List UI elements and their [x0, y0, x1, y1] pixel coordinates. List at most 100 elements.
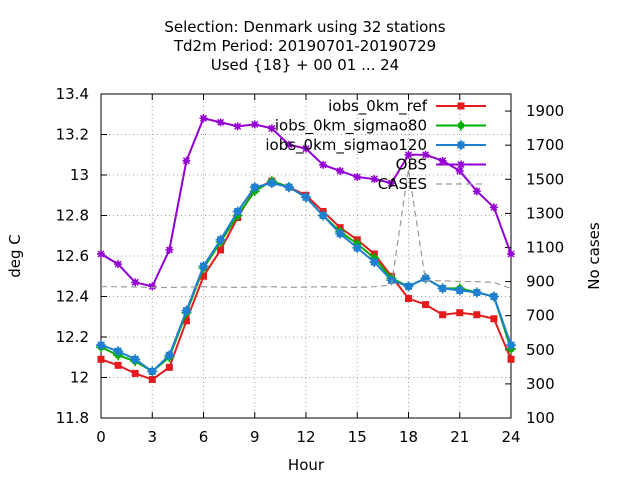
- data-point: [473, 311, 481, 319]
- data-point-cross: [369, 257, 380, 268]
- data-point: [457, 102, 465, 110]
- data-point-core: [423, 152, 429, 158]
- data-point-cross: [215, 234, 226, 245]
- data-point-core: [132, 279, 138, 285]
- data-point-cross: [283, 182, 294, 193]
- y2-tick-label: 700: [526, 307, 555, 325]
- y-tick-label: 13: [70, 166, 89, 184]
- data-point: [165, 363, 173, 371]
- data-point-core: [235, 123, 241, 129]
- legend: iobs_0km_refiobs_0km_sigmao80iobs_0km_si…: [265, 97, 486, 193]
- data-point-core: [474, 188, 480, 194]
- data-point-cross: [266, 178, 277, 189]
- y-tick-label: 12: [70, 369, 89, 387]
- x-tick-label: 9: [250, 428, 260, 446]
- data-point: [148, 376, 156, 384]
- x-axis-label: Hour: [288, 456, 325, 474]
- y2-tick-label: 900: [526, 273, 555, 291]
- data-point-cross: [352, 242, 363, 253]
- data-point-cross: [96, 340, 106, 351]
- data-point-core: [149, 283, 155, 289]
- data-point: [439, 311, 447, 319]
- y2-tick-label: 300: [526, 375, 555, 393]
- x-tick-label: 18: [399, 428, 418, 446]
- data-point-cross: [403, 281, 414, 292]
- data-point-core: [218, 119, 224, 125]
- data-point-cross: [471, 287, 482, 298]
- data-point-core: [406, 152, 411, 158]
- data-point-core: [166, 247, 172, 253]
- y-tick-label: 12.4: [56, 288, 89, 306]
- data-point-cross: [454, 285, 465, 296]
- data-point: [490, 315, 498, 323]
- y2-tick-label: 100: [526, 409, 555, 427]
- series-iobs-0km-sigmao120: [96, 178, 516, 377]
- data-point-cross: [456, 120, 466, 131]
- data-point: [97, 355, 105, 363]
- y-tick-label: 12.2: [56, 328, 89, 346]
- data-point-cross: [420, 273, 431, 284]
- x-tick-label: 21: [450, 428, 469, 446]
- data-point: [182, 317, 190, 325]
- data-point: [200, 272, 207, 280]
- chart-title-line: Td2m Period: 20190701-20190729: [173, 37, 436, 55]
- data-point-cross: [506, 340, 516, 351]
- data-point: [507, 355, 515, 363]
- legend-label: iobs_0km_sigmao120: [265, 136, 427, 155]
- y-tick-label: 13.2: [56, 126, 89, 144]
- data-point-core: [491, 204, 497, 210]
- y-tick-label: 12.8: [56, 207, 89, 225]
- data-point-core: [201, 115, 206, 121]
- y-tick-label: 12.6: [56, 247, 89, 265]
- legend-label: iobs_0km_sigmao80: [275, 117, 427, 136]
- data-point: [217, 246, 225, 254]
- data-point-cross: [437, 283, 448, 294]
- y2-tick-label: 1700: [526, 136, 564, 154]
- data-point-cross: [181, 305, 192, 316]
- x-tick-label: 15: [348, 428, 367, 446]
- series-layer: [96, 114, 516, 384]
- data-point-cross: [488, 291, 499, 302]
- data-point-cross: [301, 192, 311, 203]
- series-line: [101, 168, 512, 289]
- data-point-core: [388, 180, 394, 186]
- y2-tick-label: 1300: [526, 204, 564, 222]
- data-point-cross: [130, 354, 141, 365]
- axes: 0 3 6 9 12 15 18 21 24 11.8 12 12.2 12.4 12.6 12.8 13 13…: [6, 85, 603, 474]
- data-point-cross: [147, 366, 158, 377]
- data-point-core: [458, 162, 464, 167]
- data-point-cross: [113, 346, 124, 357]
- y2-tick-label: 500: [526, 341, 555, 359]
- data-point: [131, 369, 139, 377]
- y2-axis-label: No cases: [585, 222, 603, 290]
- data-point-cross: [456, 140, 466, 150]
- data-point-cross: [164, 350, 175, 361]
- y-tick-label: 11.8: [56, 409, 89, 427]
- data-point-core: [286, 142, 292, 148]
- series-iobs-0km-ref: [97, 177, 515, 384]
- data-point-core: [440, 158, 446, 164]
- titles: Selection: Denmark using 32 stationsTd2m…: [164, 18, 445, 74]
- data-point-core: [337, 168, 343, 174]
- data-point-core: [183, 158, 189, 164]
- data-point-core: [269, 125, 275, 131]
- y-tick-label: 13.4: [56, 85, 89, 103]
- series-line: [100, 182, 512, 373]
- data-point-cross: [198, 261, 209, 272]
- chart-title-line: Selection: Denmark using 32 stations: [164, 18, 445, 36]
- data-point-core: [457, 168, 463, 174]
- x-tick-label: 0: [96, 428, 106, 446]
- x-tick-label: 12: [296, 428, 315, 446]
- x-tick-label: 3: [147, 428, 157, 446]
- y2-tick-label: 1900: [526, 102, 564, 120]
- data-point: [456, 309, 464, 317]
- legend-label: OBS: [396, 156, 427, 174]
- series-obs: [97, 114, 515, 291]
- data-point: [422, 301, 430, 309]
- data-point-core: [320, 162, 326, 168]
- data-point-core: [371, 176, 377, 182]
- chart-title-line: Used {18} + 00 01 ... 24: [211, 56, 399, 74]
- legend-label: iobs_0km_ref: [328, 97, 428, 116]
- data-point-core: [252, 121, 258, 127]
